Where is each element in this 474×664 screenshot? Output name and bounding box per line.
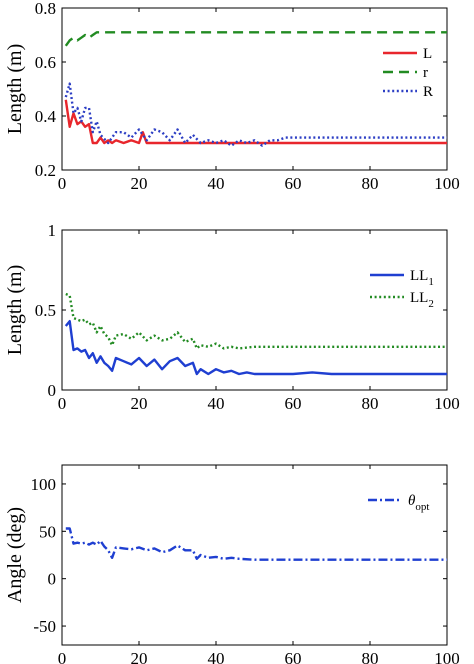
x-tick-label: 20: [131, 174, 148, 193]
legend-subscript: opt: [415, 501, 429, 513]
y-tick-label: 50: [39, 522, 56, 541]
legend: LrR: [383, 46, 433, 100]
legend-label: LL1: [410, 268, 434, 288]
x-tick-label: 80: [362, 174, 379, 193]
legend-name: LL: [410, 268, 428, 284]
x-tick-label: 0: [58, 174, 67, 193]
plot-frame: [61, 464, 448, 646]
y-tick-label: 0.4: [35, 107, 57, 126]
x-tick-label: 100: [434, 649, 460, 664]
series-line-1: [64, 99, 447, 145]
y-tick-label: -50: [33, 617, 56, 636]
x-tick-label: 0: [58, 394, 67, 413]
y-tick-label: 0: [48, 570, 57, 589]
x-tick-label: 80: [362, 394, 379, 413]
series-line-1: [64, 320, 447, 376]
series-line-2: [65, 292, 447, 350]
y-tick-label: 0.2: [35, 161, 56, 180]
y-tick-label: 0.8: [35, 0, 56, 18]
plot-frame: [61, 7, 448, 171]
legend-name: L: [423, 46, 432, 62]
x-tick-label: 60: [285, 174, 302, 193]
series-line-2: [64, 31, 447, 47]
x-tick-label: 100: [434, 394, 460, 413]
y-axis-label: Angle (deg): [4, 507, 26, 603]
legend-name: LL: [410, 290, 428, 306]
legend-subscript: 2: [428, 298, 434, 310]
x-tick-label: 40: [208, 174, 225, 193]
x-tick-label: 20: [131, 394, 148, 413]
legend-name: R: [423, 84, 433, 100]
x-tick-label: 40: [208, 394, 225, 413]
legend-label: R: [423, 84, 433, 100]
y-axis-label: Length (m): [4, 265, 26, 356]
plot-frame: [61, 229, 448, 391]
series-line-3: [64, 82, 447, 147]
x-tick-label: 0: [58, 649, 67, 664]
x-tick-label: 20: [131, 649, 148, 664]
x-tick-label: 60: [285, 394, 302, 413]
legend-label: θopt: [408, 493, 429, 513]
series-line-1: [65, 527, 447, 561]
legend-subscript: 1: [428, 276, 434, 288]
y-tick-label: 0.5: [35, 301, 56, 320]
y-tick-label: 100: [31, 475, 57, 494]
legend-name: θ: [408, 493, 416, 509]
x-tick-label: 60: [285, 649, 302, 664]
legend: θopt: [368, 493, 429, 513]
legend-label: LL2: [410, 290, 434, 310]
chart-panel-1: 0 20 40 60 80 100 0.2 0.4 0.6 0.8 Length (m) LrR: [4, 0, 460, 193]
x-tick-label: 100: [434, 174, 460, 193]
legend-label: L: [423, 46, 432, 62]
legend-label: r: [423, 65, 428, 81]
x-tick-label: 80: [362, 649, 379, 664]
y-tick-label: 0: [48, 381, 57, 400]
y-axis-label: Length (m): [4, 44, 26, 135]
y-tick-label: 1: [48, 221, 57, 240]
legend-name: r: [423, 65, 428, 81]
y-tick-label: 0.6: [35, 53, 56, 72]
x-tick-label: 40: [208, 649, 225, 664]
